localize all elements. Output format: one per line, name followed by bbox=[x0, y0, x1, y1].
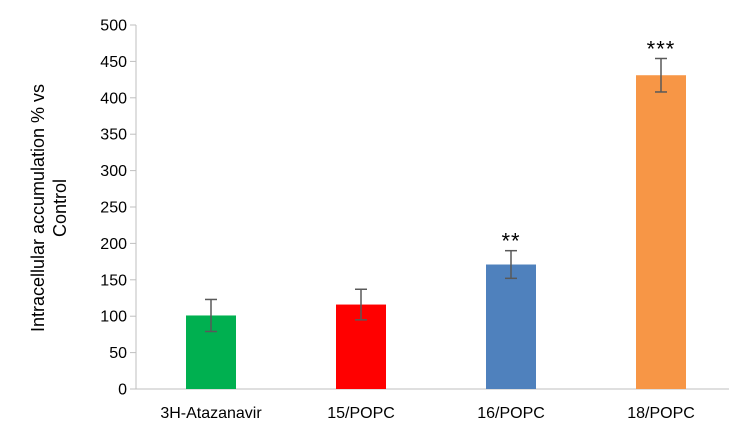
bar-3 bbox=[486, 264, 536, 389]
y-tick-label: 400 bbox=[100, 90, 127, 107]
y-tick-label: 0 bbox=[118, 382, 127, 399]
bar-4 bbox=[636, 75, 686, 390]
y-tick-label: 300 bbox=[100, 163, 127, 180]
significance-labels: ***** bbox=[501, 36, 676, 254]
y-axis-title-line-1: Intracellular accumulation % vs bbox=[28, 84, 48, 332]
bar-series bbox=[186, 75, 686, 390]
x-tick-label-3: 16/POPC bbox=[477, 405, 545, 422]
x-axis-tick-labels: 3H-Atazanavir 15/POPC 16/POPC 18/POPC bbox=[160, 405, 694, 422]
y-axis-ticks: 0 50 100 150 200 250 300 350 400 450 500 bbox=[100, 18, 136, 399]
significance-label-4: *** bbox=[647, 36, 676, 61]
y-tick-label: 100 bbox=[100, 309, 127, 326]
y-tick-label: 200 bbox=[100, 236, 127, 253]
y-tick-label: 450 bbox=[100, 54, 127, 71]
y-axis-title: Intracellular accumulation % vs Control bbox=[28, 84, 70, 332]
y-tick-label: 350 bbox=[100, 127, 127, 144]
y-tick-label: 50 bbox=[109, 345, 127, 362]
significance-label-3: ** bbox=[501, 229, 520, 254]
y-tick-label: 250 bbox=[100, 200, 127, 217]
x-tick-label-4: 18/POPC bbox=[627, 405, 695, 422]
x-tick-label-2: 15/POPC bbox=[327, 405, 395, 422]
y-tick-label: 150 bbox=[100, 272, 127, 289]
x-tick-label-1: 3H-Atazanavir bbox=[160, 405, 262, 422]
error-bar-series bbox=[205, 57, 667, 333]
y-tick-label: 500 bbox=[100, 18, 127, 35]
y-axis-title-line-2: Control bbox=[50, 179, 70, 237]
